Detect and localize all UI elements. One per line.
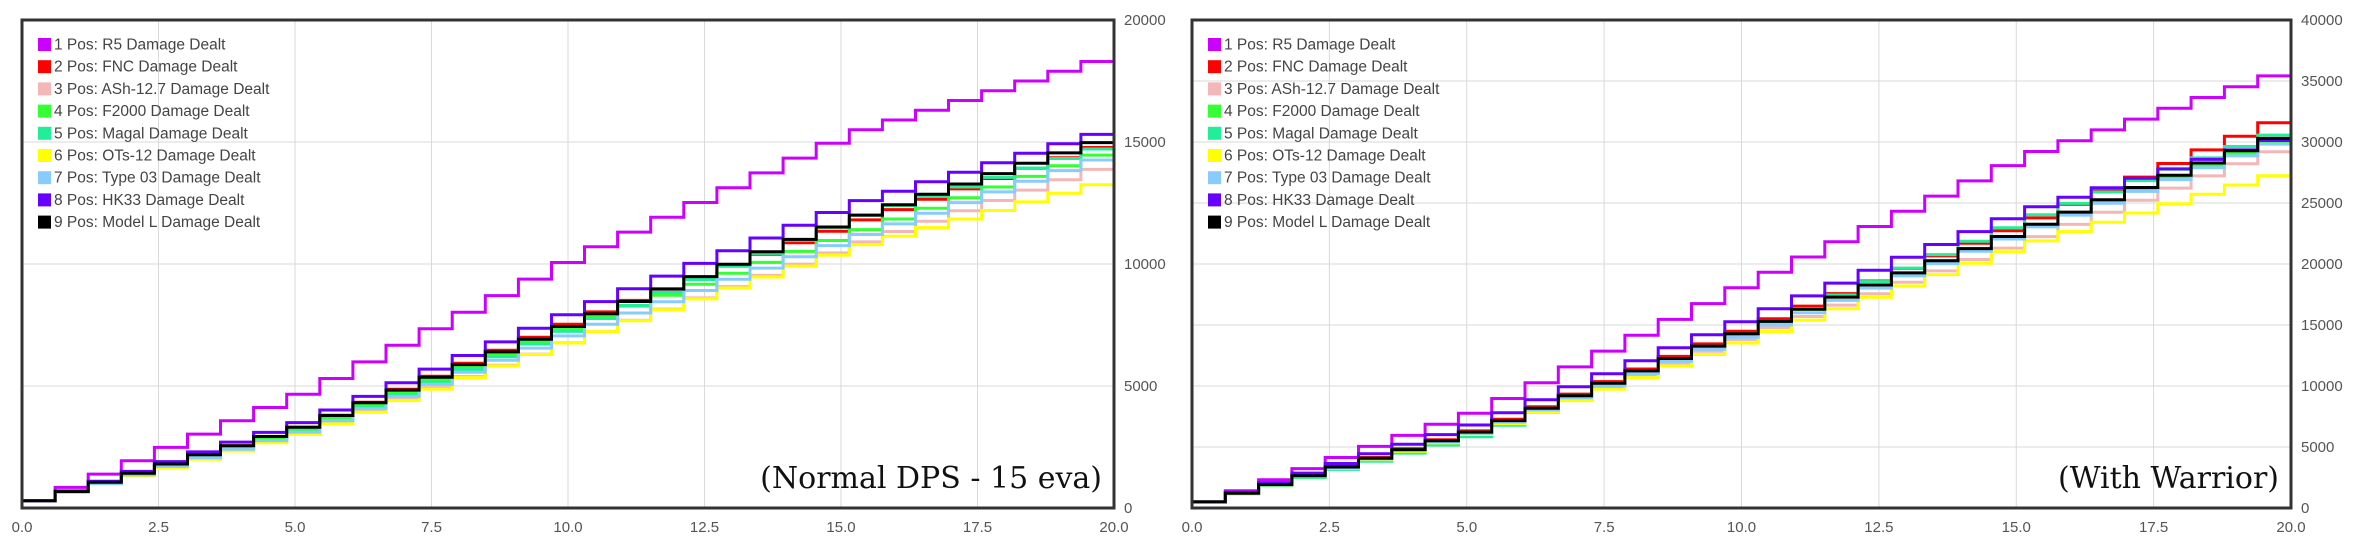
x-tick-label: 10.0 [1727, 519, 1756, 536]
legend-swatch [38, 149, 51, 162]
chart-panel-2: 0.0 2.5 5.0 7.5 10.0 12.5 15.0 17.5 20.0 0 5000 100… [1182, 12, 2343, 536]
legend-label: 4 Pos: F2000 Damage Dealt [1224, 103, 1420, 120]
x-tick-label: 12.5 [690, 519, 719, 536]
series-line-9 [22, 132, 1116, 503]
legend-swatch [38, 38, 51, 51]
x-tick-label: 5.0 [1456, 519, 1477, 536]
legend-swatch [1208, 215, 1221, 229]
legend-swatch [1208, 60, 1221, 74]
x-tick-label: 0.0 [1182, 519, 1203, 536]
x-tick-label: 2.5 [1319, 519, 1340, 536]
x-tick-label: 0.0 [12, 519, 33, 536]
y-tick-label: 5000 [1124, 378, 1157, 395]
legend-swatch [38, 171, 51, 185]
legend-swatch [1208, 82, 1221, 96]
x-tick-label: 17.5 [963, 519, 992, 536]
legend-label: 9 Pos: Model L Damage Dealt [54, 214, 261, 231]
series-line-7 [22, 149, 1116, 503]
legend-label: 3 Pos: ASh-12.7 Damage Dealt [1224, 81, 1440, 98]
y-tick-label: 0 [2301, 500, 2309, 517]
legend-label: 8 Pos: HK33 Damage Dealt [54, 192, 245, 209]
chart-panel-1: 0.0 2.5 5.0 7.5 10.0 12.5 15.0 17.5 20.0 0 5000 100… [12, 12, 1166, 536]
x-tick-label: 2.5 [148, 519, 169, 536]
plot-frame [20, 18, 1116, 510]
legend-label: 6 Pos: OTs-12 Damage Dealt [54, 148, 256, 165]
legend-label: 8 Pos: HK33 Damage Dealt [1224, 192, 1415, 209]
legend-swatch [1208, 193, 1221, 207]
y-tick-label: 15000 [2301, 317, 2343, 334]
panel-annotation: (With Warrior) [2058, 461, 2279, 496]
y-tick-label: 30000 [2301, 134, 2343, 151]
legend-label: 1 Pos: R5 Damage Dealt [54, 37, 226, 54]
y-tick-label: 20000 [1124, 12, 1166, 29]
legend-swatch [38, 60, 51, 74]
legend-swatch [1208, 149, 1221, 162]
x-tick-label: 17.5 [2139, 519, 2168, 536]
y-tick-label: 35000 [2301, 73, 2343, 90]
legend-label: 9 Pos: Model L Damage Dealt [1224, 214, 1431, 231]
legend-swatch [1208, 126, 1221, 140]
panel-annotation: (Normal DPS - 15 eva) [760, 461, 1102, 496]
legend-label: 4 Pos: F2000 Damage Dealt [54, 103, 250, 120]
legend-label: 6 Pos: OTs-12 Damage Dealt [1224, 148, 1426, 165]
legend-label: 5 Pos: Magal Damage Dealt [54, 125, 249, 142]
legend-label: 1 Pos: R5 Damage Dealt [1224, 37, 1396, 54]
y-tick-label: 10000 [1124, 256, 1166, 273]
legend-swatch [38, 104, 51, 118]
x-tick-label: 10.0 [553, 519, 582, 536]
x-tick-label: 20.0 [1099, 519, 1128, 536]
y-tick-label: 40000 [2301, 12, 2343, 29]
legend-label: 3 Pos: ASh-12.7 Damage Dealt [54, 81, 270, 98]
legend-swatch [38, 193, 51, 207]
y-tick-label: 15000 [1124, 134, 1166, 151]
legend-label: 5 Pos: Magal Damage Dealt [1224, 125, 1419, 142]
legend: 1 Pos: R5 Damage Dealt 2 Pos: FNC Damage … [38, 37, 270, 231]
x-tick-label: 12.5 [1864, 519, 1893, 536]
series-line-1 [22, 51, 1116, 503]
x-tick-label: 15.0 [826, 519, 855, 536]
series-line-9 [1192, 126, 2293, 504]
legend-swatch [1208, 104, 1221, 118]
legend-swatch [38, 126, 51, 140]
y-tick-label: 25000 [2301, 195, 2343, 212]
legend-swatch [1208, 38, 1221, 51]
legend-label: 2 Pos: FNC Damage Dealt [54, 59, 238, 76]
legend-swatch [1208, 171, 1221, 185]
legend: 1 Pos: R5 Damage Dealt 2 Pos: FNC Damage … [1208, 37, 1440, 231]
x-tick-label: 5.0 [285, 519, 306, 536]
legend-label: 2 Pos: FNC Damage Dealt [1224, 59, 1408, 76]
y-tick-label: 10000 [2301, 378, 2343, 395]
plot-frame [1190, 18, 2293, 510]
y-tick-label: 0 [1124, 500, 1132, 517]
legend-label: 7 Pos: Type 03 Damage Dealt [1224, 170, 1431, 187]
legend-swatch [38, 215, 51, 229]
x-tick-label: 7.5 [421, 519, 442, 536]
y-tick-label: 5000 [2301, 439, 2334, 456]
x-tick-label: 20.0 [2276, 519, 2305, 536]
x-tick-label: 7.5 [1594, 519, 1615, 536]
legend-swatch [38, 82, 51, 96]
y-tick-label: 20000 [2301, 256, 2343, 273]
legend-label: 7 Pos: Type 03 Damage Dealt [54, 170, 261, 187]
x-tick-label: 15.0 [2002, 519, 2031, 536]
